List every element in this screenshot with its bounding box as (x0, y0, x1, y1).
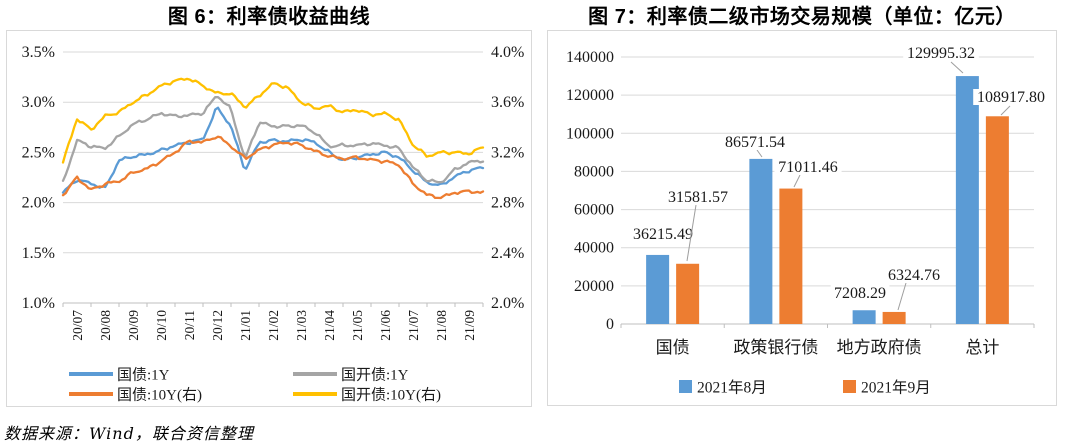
left-axis-tick-label: 1.5% (22, 245, 55, 262)
fig7-panel: 0 20000 40000 60000 80000 100000 120000 140000 3… (547, 30, 1057, 406)
y-axis-tick-label: 40000 (574, 240, 614, 257)
category-label: 国债 (656, 338, 690, 357)
bar-2021年9月-国债 (676, 263, 700, 324)
right-axis-tick-label: 3.6% (491, 94, 524, 111)
left-axis-tick-label: 1.0% (22, 295, 55, 312)
bar-data-label: 71011.46 (778, 159, 837, 176)
y-axis-tick-label: 120000 (566, 87, 614, 104)
y-axis-tick-label: 20000 (574, 278, 614, 295)
left-axis-tick-label: 3.5% (22, 44, 55, 61)
data-label-leader (793, 174, 801, 188)
right-axis-tick-label: 4.0% (491, 44, 524, 61)
fig7-title: 图 7：利率债二级市场交易规模（单位：亿元） (588, 6, 1016, 28)
data-label-bg (830, 285, 890, 301)
x-axis-month-label: 20/08 (98, 310, 113, 341)
x-axis-month-label: 20/09 (126, 310, 141, 341)
x-axis-month-label: 21/06 (378, 310, 393, 341)
bar-data-label: 86571.54 (725, 134, 785, 151)
category-label: 总计 (965, 338, 999, 357)
y-axis-tick-label: 80000 (574, 163, 614, 180)
data-label-bg (664, 189, 732, 205)
right-axis-tick-label: 2.4% (491, 245, 524, 262)
x-axis-month-label: 21/03 (294, 310, 309, 341)
legend-label: 国债:1Y (117, 367, 170, 384)
fig6-panel: 3.5% 4.0% 3.0% 3.6% 2.5% 3.2% 2.0% 2.8% 1.5% 2.4%… (6, 30, 532, 407)
legend-label: 2021年8月 (697, 379, 767, 397)
x-axis-month-label: 21/02 (266, 310, 281, 341)
x-axis-month-label: 21/04 (322, 310, 337, 341)
legend-label: 国债:10Y(右) (117, 387, 202, 404)
left-axis-tick-label: 2.0% (22, 195, 55, 212)
bar-data-label: 129995.32 (907, 45, 975, 62)
data-label-bg (884, 267, 944, 283)
y-axis-tick-label: 60000 (574, 202, 614, 219)
legend-label: 2021年9月 (861, 379, 931, 397)
legend-label: 国开债:1Y (341, 367, 409, 384)
category-label: 地方政府债 (837, 338, 922, 357)
legend-swatch-square (843, 380, 856, 393)
category-label: 政策银行债 (733, 338, 818, 357)
bar-data-label: 108917.80 (977, 89, 1045, 106)
bar-2021年8月-总计 (955, 76, 979, 324)
data-label-leader (1000, 105, 1011, 116)
legend-label: 国开债:10Y(右) (341, 387, 441, 404)
y-axis-tick-label: 140000 (566, 49, 614, 66)
bar-data-label: 31581.57 (668, 189, 728, 206)
y-axis-tick-label: 0 (606, 316, 614, 333)
fig7-bar-chart: 0 20000 40000 60000 80000 100000 120000 140000 3… (566, 45, 1049, 397)
right-axis-tick-label: 3.2% (491, 144, 524, 161)
bar-data-label: 6324.76 (888, 267, 940, 284)
bar-2021年8月-地方政府债 (852, 310, 876, 324)
line-series-3 (61, 77, 485, 164)
bar-data-label: 36215.49 (633, 226, 693, 243)
data-label-bg (629, 226, 697, 242)
data-label-bg (903, 45, 979, 61)
data-label-bg (973, 89, 1049, 105)
bar-2021年9月-政策银行债 (779, 188, 803, 324)
x-axis-month-label: 20/11 (182, 310, 197, 340)
y-axis-tick-label: 100000 (566, 125, 614, 142)
x-axis-month-label: 21/05 (350, 310, 365, 341)
right-axis-tick-label: 2.8% (491, 195, 524, 212)
line-series-1 (61, 95, 485, 184)
data-label-leader (950, 61, 964, 74)
x-axis-month-label: 21/09 (462, 310, 477, 341)
bar-2021年9月-总计 (985, 116, 1009, 324)
left-axis-tick-label: 2.5% (22, 144, 55, 161)
bar-2021年8月-国债 (646, 254, 670, 324)
fig6-line-chart: 3.5% 4.0% 3.0% 3.6% 2.5% 3.2% 2.0% 2.8% 1.5% 2.4%… (22, 44, 525, 404)
left-axis-tick-label: 3.0% (22, 94, 55, 111)
line-series-2 (61, 135, 485, 200)
x-axis-month-label: 20/12 (210, 310, 225, 341)
bar-2021年8月-政策银行债 (749, 158, 773, 324)
data-label-leader (756, 149, 763, 158)
x-axis-month-label: 21/07 (406, 310, 421, 341)
data-label-leader (897, 282, 907, 311)
data-label-bg (774, 159, 842, 175)
x-axis-month-label: 21/01 (238, 310, 253, 341)
data-label-leader (686, 204, 697, 262)
data-label-bg (721, 134, 789, 150)
fig6-title: 图 6：利率债收益曲线 (167, 6, 371, 28)
bar-2021年9月-地方政府债 (882, 311, 906, 324)
legend-swatch-square (679, 380, 692, 393)
source-note: 数据来源：Wind，联合资信整理 (4, 424, 254, 443)
x-axis-month-label: 21/08 (434, 310, 449, 341)
right-axis-tick-label: 2.0% (491, 295, 524, 312)
line-series-0 (61, 106, 485, 194)
x-axis-month-label: 20/07 (70, 310, 85, 341)
x-axis-month-label: 20/10 (154, 310, 169, 341)
bar-data-label: 7208.29 (834, 285, 886, 302)
